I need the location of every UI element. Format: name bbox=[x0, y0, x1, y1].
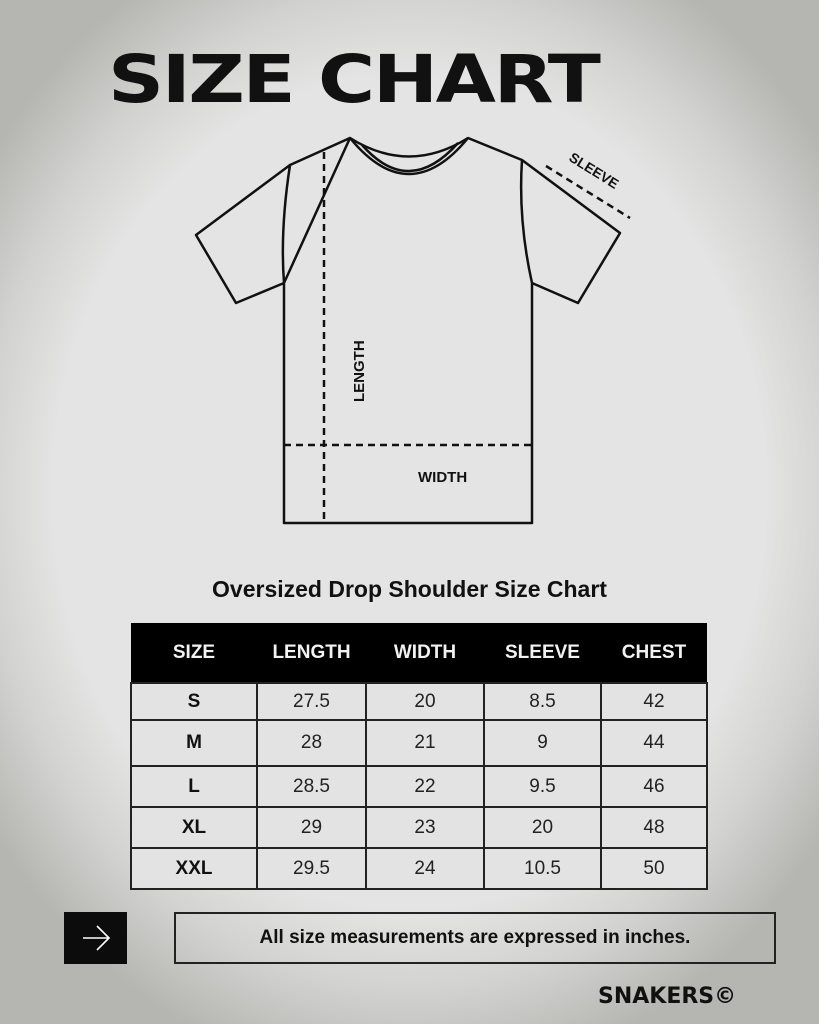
width-cell: 20 bbox=[365, 682, 485, 721]
width-cell: 23 bbox=[365, 806, 485, 849]
collar bbox=[349, 137, 469, 176]
header-size: SIZE bbox=[131, 623, 257, 683]
tshirt-outline bbox=[194, 136, 622, 525]
length-label: LENGTH bbox=[351, 340, 368, 402]
arrow-right-icon bbox=[64, 912, 127, 964]
chest-cell: 50 bbox=[600, 847, 708, 890]
sleeve-cell: 20 bbox=[483, 806, 602, 849]
tshirt-diagram: SLEEVE LENGTH WIDTH bbox=[194, 136, 631, 525]
size-table: SIZE LENGTH WIDTH SLEEVE CHEST S 27.5 20… bbox=[130, 623, 708, 890]
units-note: All size measurements are expressed in i… bbox=[174, 912, 776, 964]
size-cell: XL bbox=[130, 806, 258, 849]
sleeve-cell: 9 bbox=[483, 719, 602, 767]
size-cell: M bbox=[130, 719, 258, 767]
size-cell: XXL bbox=[130, 847, 258, 890]
page-title: SIZE CHART bbox=[108, 41, 601, 118]
sleeve-dashed-line bbox=[545, 164, 631, 220]
table-row: XXL 29.5 24 10.5 50 bbox=[130, 847, 708, 890]
length-cell: 27.5 bbox=[256, 682, 367, 721]
chart-subtitle: Oversized Drop Shoulder Size Chart bbox=[212, 576, 607, 602]
brand-logo: SNAKERS© bbox=[598, 984, 737, 1009]
length-cell: 28 bbox=[256, 719, 367, 767]
header-width: WIDTH bbox=[366, 623, 484, 683]
table-header-row: SIZE LENGTH WIDTH SLEEVE CHEST bbox=[131, 623, 707, 683]
table-row: XL 29 23 20 48 bbox=[130, 806, 708, 849]
sleeve-cell: 8.5 bbox=[483, 682, 602, 721]
header-chest: CHEST bbox=[601, 623, 707, 683]
table-row: M 28 21 9 44 bbox=[130, 719, 708, 767]
chest-cell: 46 bbox=[600, 765, 708, 808]
width-label: WIDTH bbox=[418, 469, 467, 486]
width-cell: 24 bbox=[365, 847, 485, 890]
sleeve-label: SLEEVE bbox=[566, 149, 621, 192]
table-row: S 27.5 20 8.5 42 bbox=[130, 682, 708, 721]
width-cell: 22 bbox=[365, 765, 485, 808]
size-cell: S bbox=[130, 682, 258, 721]
length-cell: 29 bbox=[256, 806, 367, 849]
header-sleeve: SLEEVE bbox=[484, 623, 601, 683]
length-cell: 28.5 bbox=[256, 765, 367, 808]
length-cell: 29.5 bbox=[256, 847, 367, 890]
size-cell: L bbox=[130, 765, 258, 808]
chest-cell: 48 bbox=[600, 806, 708, 849]
table-row: L 28.5 22 9.5 46 bbox=[130, 765, 708, 808]
width-cell: 21 bbox=[365, 719, 485, 767]
sleeve-cell: 9.5 bbox=[483, 765, 602, 808]
header-length: LENGTH bbox=[257, 623, 366, 683]
chest-cell: 42 bbox=[600, 682, 708, 721]
sleeve-cell: 10.5 bbox=[483, 847, 602, 890]
chest-cell: 44 bbox=[600, 719, 708, 767]
